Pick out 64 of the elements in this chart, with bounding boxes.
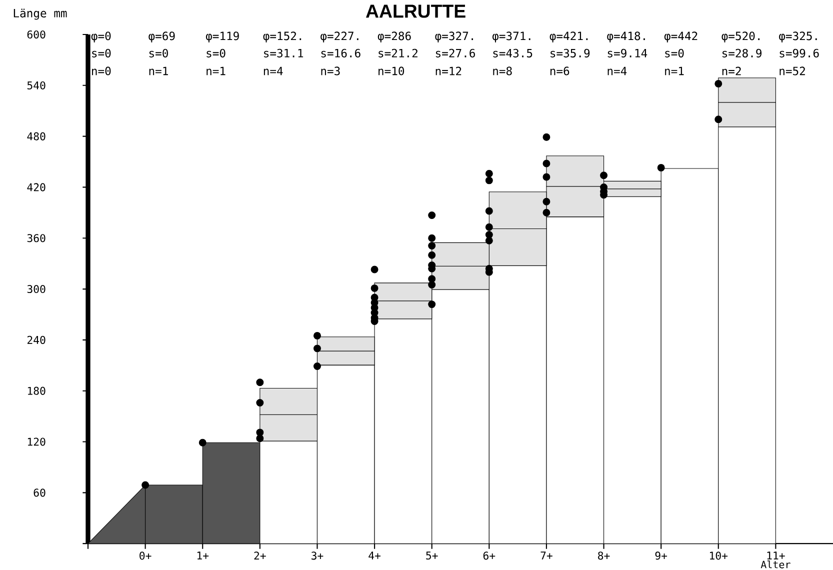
- y-tick-label: 480: [27, 132, 46, 140]
- annotation: s=0: [665, 48, 684, 58]
- x-tick-label: 7+: [540, 552, 552, 560]
- annotation: φ=371.: [492, 32, 530, 42]
- annotation: n=12: [436, 66, 462, 76]
- y-tick-label: 420: [27, 183, 46, 192]
- annotation: φ=327.: [435, 32, 473, 42]
- x-tick-label: 2+: [254, 552, 266, 560]
- annotation: φ=119: [206, 32, 239, 42]
- x-tick-label: 10+: [710, 552, 728, 560]
- annotation: s=28.9: [722, 48, 762, 58]
- y-tick-label: 600: [27, 30, 46, 39]
- x-tick-label: 1+: [197, 552, 209, 560]
- annotation: φ=152.: [263, 32, 302, 42]
- x-tick-label: 6+: [483, 552, 496, 560]
- x-tick-label: 5+: [426, 552, 438, 560]
- annotation: s=0: [206, 48, 226, 58]
- annotation: φ=325.: [779, 32, 817, 42]
- annotation: n=4: [608, 66, 627, 76]
- chart-title: AALRUTTE: [366, 4, 466, 18]
- annotation: φ=286: [378, 32, 411, 42]
- y-tick-label: 120: [28, 438, 46, 446]
- x-tick-label: 3+: [312, 552, 324, 560]
- annotation: n=10: [378, 66, 404, 76]
- y-tick-label: 180: [28, 386, 46, 395]
- annotation: s=9.14: [608, 48, 648, 58]
- x-tick-label: 9+: [655, 552, 668, 560]
- x-tick-label: 4+: [368, 552, 380, 560]
- annotation: s=99.6: [780, 48, 819, 58]
- annotation: s=31.1: [264, 48, 304, 58]
- y-tick-label: 60: [34, 488, 46, 497]
- annotation: n=0: [92, 66, 111, 76]
- x-tick-label: 11+: [767, 552, 785, 560]
- annotation: n=52: [780, 66, 805, 76]
- x-tick-label: 0+: [140, 552, 152, 560]
- annotation: φ=421.: [550, 32, 588, 42]
- annotation: n=4: [264, 66, 283, 76]
- annotation: n=1: [149, 66, 168, 76]
- annotation: s=27.6: [436, 48, 475, 58]
- annotation: s=0: [149, 48, 168, 58]
- annotation: n=2: [722, 66, 741, 76]
- annotation: s=43.5: [493, 48, 532, 58]
- y-axis-title: Länge mm: [14, 8, 67, 20]
- y-tick-label: 240: [27, 336, 46, 344]
- annotation: φ=520.: [722, 32, 760, 42]
- annotation: φ=418.: [607, 32, 645, 42]
- annotation: φ=69: [148, 32, 175, 42]
- annotation: s=0: [92, 48, 111, 58]
- annotation: n=8: [493, 66, 512, 76]
- annotation: s=21.2: [378, 48, 418, 58]
- annotation: φ=227.: [320, 32, 358, 42]
- annotation: n=6: [550, 66, 570, 76]
- x-axis-title: Alter: [760, 560, 790, 568]
- y-tick-label: 540: [27, 81, 46, 90]
- x-tick-label: 8+: [598, 552, 610, 560]
- annotation: n=3: [321, 66, 340, 76]
- annotation: s=35.9: [550, 48, 590, 58]
- annotation: n=1: [665, 66, 684, 76]
- annotation: φ=0: [91, 32, 111, 42]
- y-tick-label: 360: [27, 234, 46, 242]
- annotation: n=1: [206, 66, 226, 76]
- y-tick-label: 300: [27, 284, 46, 294]
- annotation: s=16.6: [321, 48, 360, 58]
- annotation: φ=442: [664, 32, 698, 42]
